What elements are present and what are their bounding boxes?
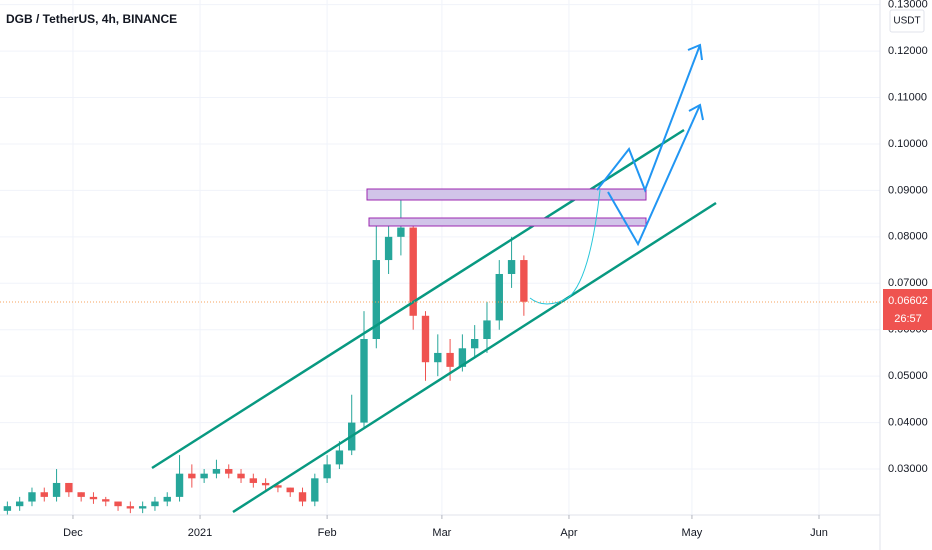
candle-body <box>52 482 61 497</box>
candle-body <box>163 496 171 502</box>
candle-body <box>372 260 380 339</box>
arrow-head <box>688 103 704 121</box>
axes: 0.030000.040000.050000.060000.070000.080… <box>63 0 928 539</box>
candle-body <box>421 315 430 363</box>
candle-body <box>311 478 319 502</box>
candle-body <box>89 496 98 500</box>
candle-body <box>77 492 85 497</box>
grid <box>0 0 880 515</box>
candle-body <box>237 473 245 479</box>
candle-body <box>65 482 73 493</box>
candle-body <box>495 273 503 321</box>
candle-body <box>28 492 36 502</box>
x-tick-label: Feb <box>318 527 337 539</box>
candle-body <box>483 320 491 339</box>
candle-body <box>102 499 110 502</box>
x-tick-label: Mar <box>432 527 451 539</box>
candle-body <box>286 487 294 493</box>
candle-body <box>458 348 467 367</box>
channel-lower <box>232 201 717 514</box>
candle-body <box>446 352 454 367</box>
candle-body <box>434 352 442 363</box>
candle-body <box>274 485 282 488</box>
y-tick-label: 0.05000 <box>888 370 928 382</box>
y-tick-label: 0.13000 <box>888 0 928 11</box>
candle-body <box>188 473 196 479</box>
unit-box <box>889 9 925 33</box>
candle-body <box>397 227 405 237</box>
x-tick-label: Dec <box>63 527 83 539</box>
candle-body <box>15 501 24 507</box>
y-tick-label: 0.04000 <box>888 416 928 428</box>
arrow-head <box>687 43 703 61</box>
y-unit: USDT <box>893 16 920 27</box>
x-tick-label: May <box>682 527 703 539</box>
resistance-zone <box>368 217 647 227</box>
projection-arrow <box>596 44 701 193</box>
countdown: 26:57 <box>894 313 922 325</box>
y-tick-label: 0.11000 <box>888 91 927 103</box>
candle-body <box>298 492 307 502</box>
candle-body <box>212 469 221 474</box>
candle-body <box>507 260 516 274</box>
candle-body <box>470 338 479 349</box>
candle-body <box>261 482 270 486</box>
candle-body <box>40 492 48 497</box>
chart-title: DGB / TetherUS, 4h, BINANCE <box>6 12 177 26</box>
y-tick-label: 0.03000 <box>888 463 928 475</box>
y-tick-label: 0.12000 <box>888 45 928 57</box>
y-tick-label: 0.07000 <box>888 277 928 289</box>
candle-body <box>360 338 368 423</box>
candle-body <box>384 236 393 261</box>
candle-body <box>151 501 159 507</box>
candles <box>3 195 528 516</box>
candle-body <box>114 501 122 507</box>
candle-body <box>323 464 331 479</box>
candle-body <box>126 506 135 509</box>
projection-arrow <box>607 104 701 247</box>
candle-body <box>3 506 12 511</box>
last-price: 0.06602 <box>888 295 928 307</box>
y-tick-label: 0.09000 <box>888 184 928 196</box>
candle-body <box>225 469 233 474</box>
last-price-box <box>883 289 932 330</box>
candle-body <box>409 227 417 316</box>
y-tick-label: 0.10000 <box>888 138 928 150</box>
candle-body <box>520 260 528 302</box>
candle-body <box>138 506 147 509</box>
candle-body <box>249 478 258 483</box>
resistance-zone <box>366 188 647 201</box>
x-tick-label: Jun <box>810 527 828 539</box>
x-tick-label: 2021 <box>188 527 212 539</box>
projection-curve <box>529 189 601 305</box>
candle-body <box>175 473 184 497</box>
channel-upper <box>151 128 685 470</box>
candle-body <box>335 450 344 465</box>
y-tick-label: 0.08000 <box>888 231 928 243</box>
x-tick-label: Apr <box>560 527 577 539</box>
drawings <box>151 43 717 514</box>
candle-body <box>200 473 208 479</box>
